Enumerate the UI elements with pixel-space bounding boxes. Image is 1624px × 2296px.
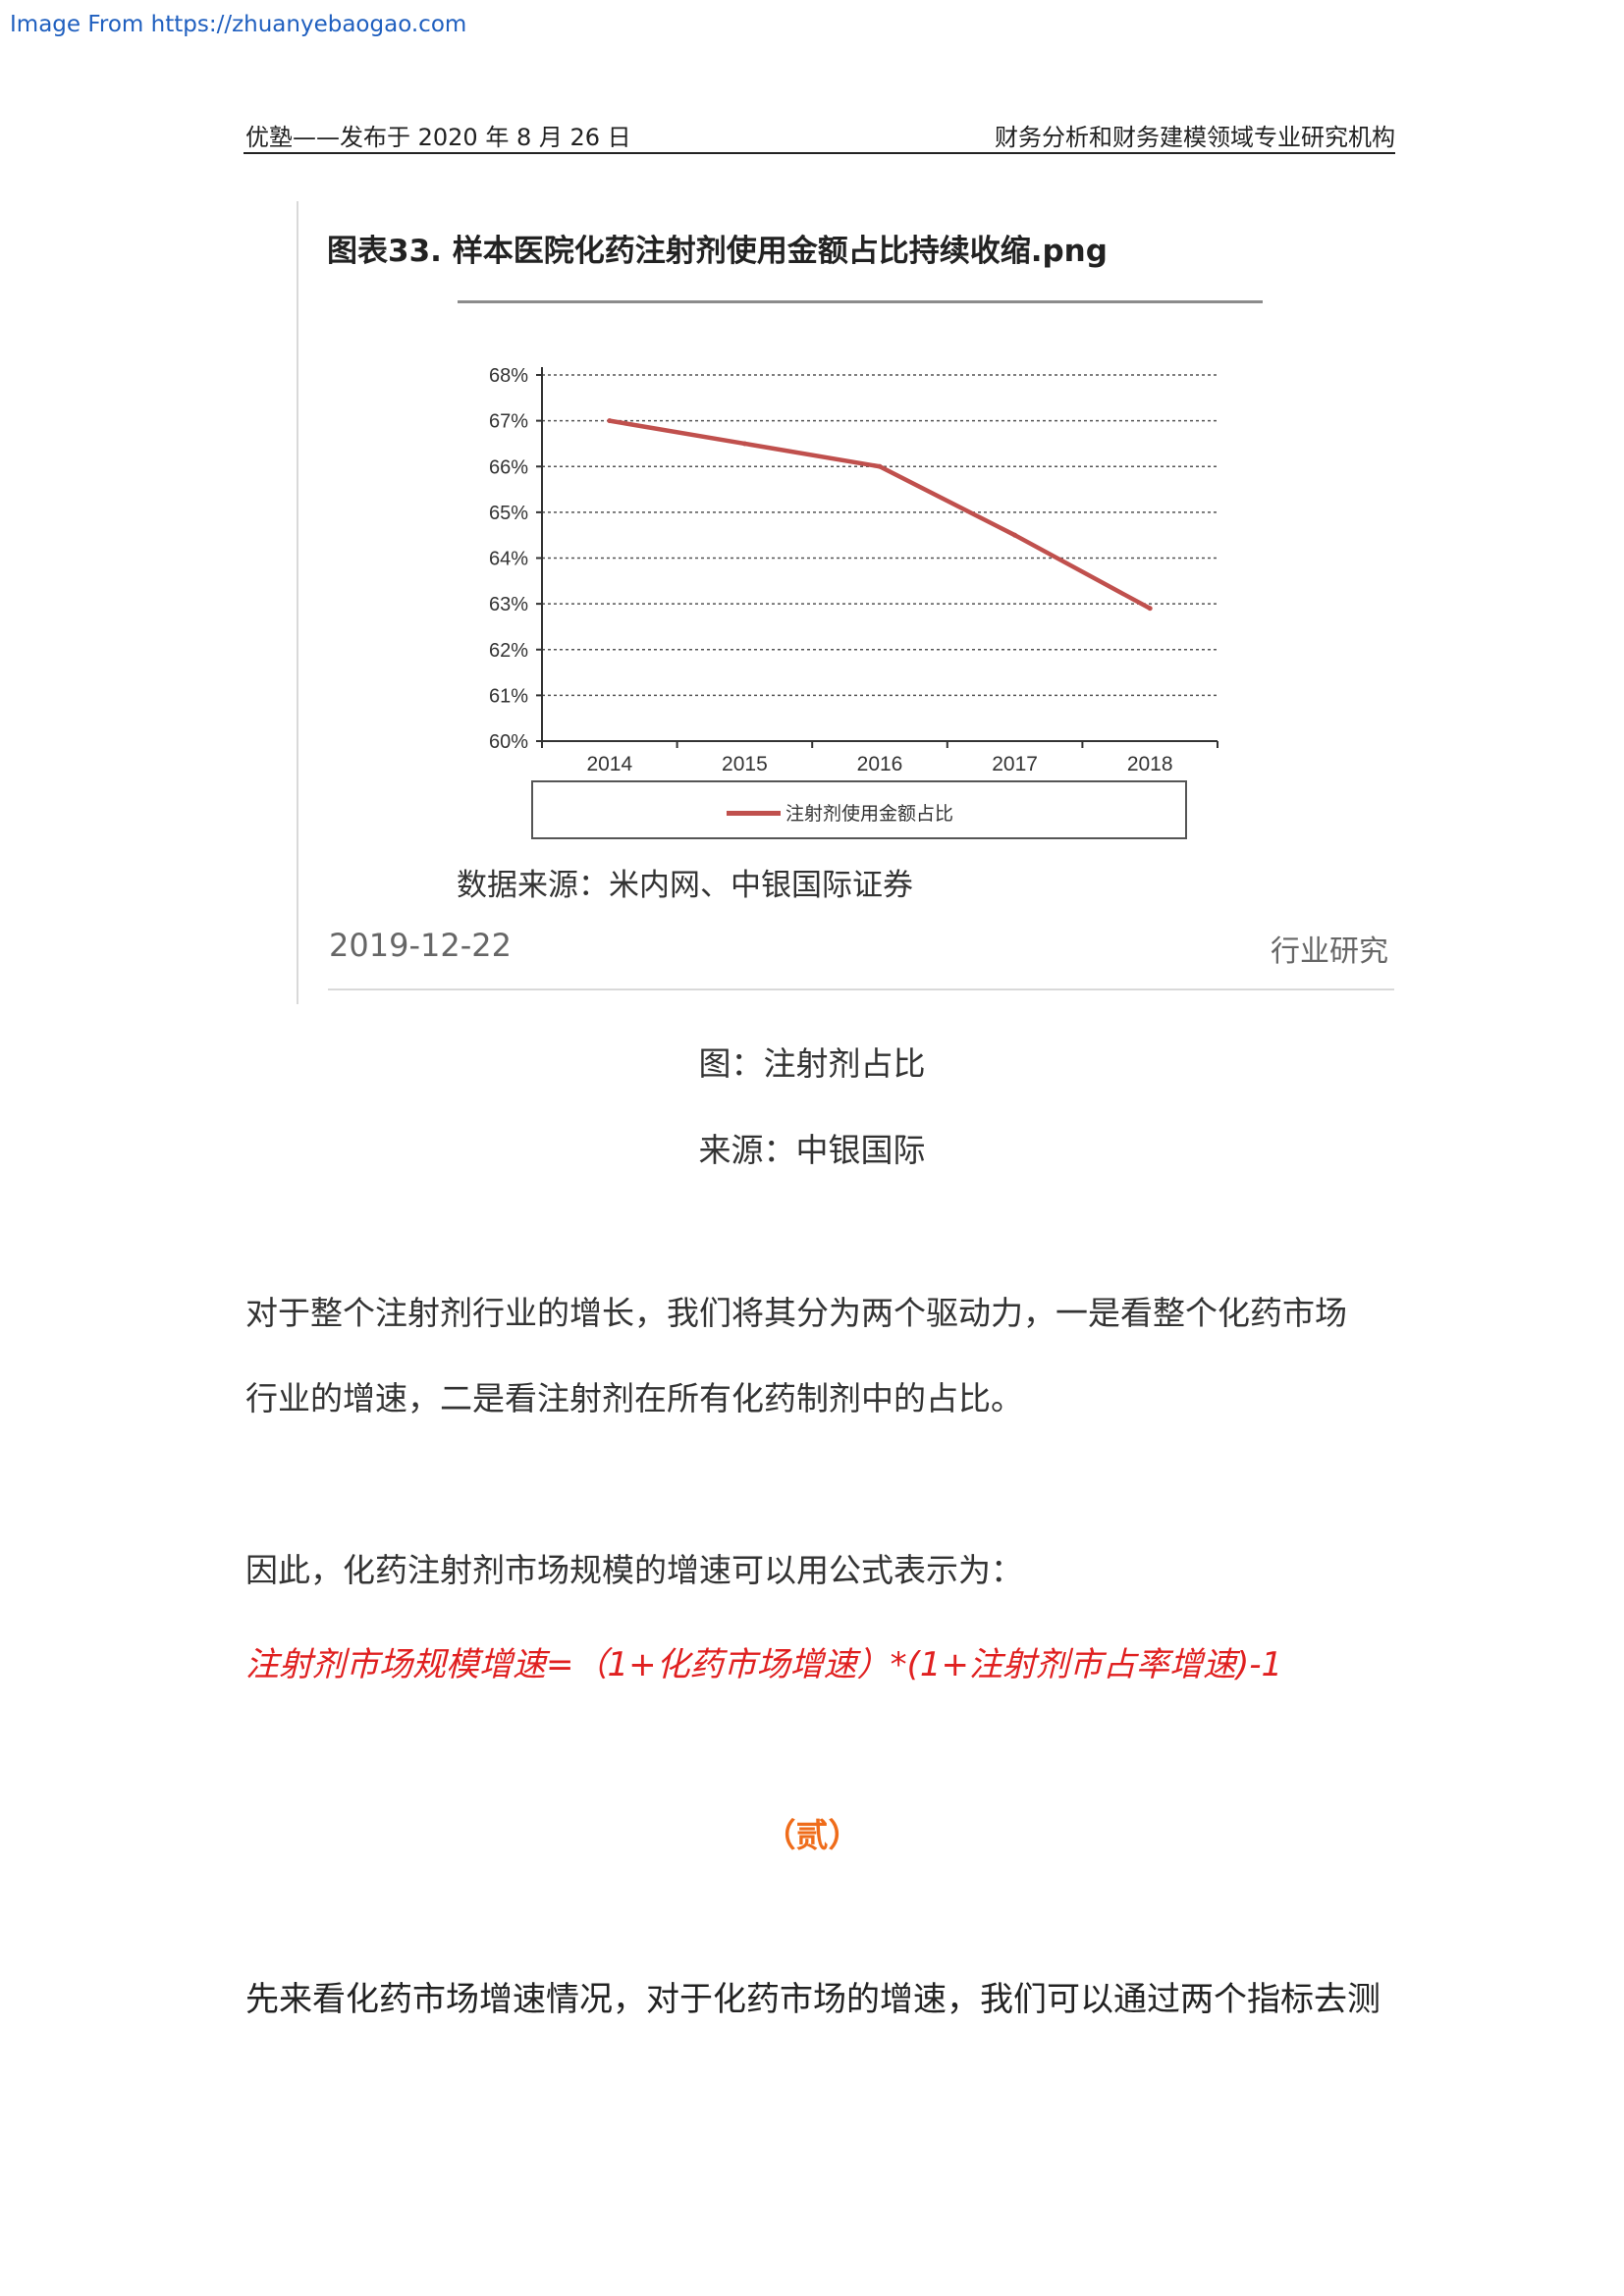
y-tick-label: 65% bbox=[489, 503, 528, 524]
legend-swatch bbox=[727, 811, 781, 816]
paragraph: 先来看化药市场增速情况，对于化药市场的增速，我们可以通过两个指标去测 bbox=[245, 1980, 1380, 2019]
watermark-link[interactable]: Image From https://zhuanyebaogao.com bbox=[10, 12, 467, 37]
y-tick-label: 63% bbox=[489, 594, 528, 615]
figure-caption: 图：注射剂占比 bbox=[698, 1044, 926, 1083]
x-tick-label: 2014 bbox=[586, 753, 632, 775]
figure-title: 图表33. 样本医院化药注射剂使用金额占比持续收缩.png bbox=[327, 234, 1108, 269]
figure-bottom-divider bbox=[328, 988, 1394, 990]
y-tick-label: 64% bbox=[489, 549, 528, 570]
formula-text: 注射剂市场规模增速=（1+化药市场增速）*(1+注射剂市占率增速)-1 bbox=[245, 1645, 1283, 1684]
x-tick-label: 2015 bbox=[722, 753, 768, 775]
data-point bbox=[877, 463, 883, 469]
data-point bbox=[1147, 606, 1153, 612]
legend-label: 注射剂使用金额占比 bbox=[785, 803, 954, 825]
figure-source: 来源：中银国际 bbox=[698, 1131, 926, 1169]
data-point bbox=[1012, 532, 1018, 538]
data-point bbox=[741, 441, 747, 447]
y-tick-label: 67% bbox=[489, 411, 528, 433]
data-point bbox=[607, 418, 613, 424]
header-org-tagline: 财务分析和财务建模领域专业研究机构 bbox=[995, 124, 1395, 151]
figure-date: 2019-12-22 bbox=[329, 927, 512, 964]
series-line bbox=[607, 418, 1153, 612]
header-publish-date: 优塾——发布于 2020 年 8 月 26 日 bbox=[245, 124, 631, 151]
figure-left-border bbox=[297, 201, 298, 1004]
paragraph: 因此，化药注射剂市场规模的增速可以用公式表示为： bbox=[245, 1551, 1023, 1589]
y-tick-label: 61% bbox=[489, 685, 528, 707]
line-chart: 60% 61% 62% 63% 64% 65% 66% 67% 68% 2014 2015 2016 2… bbox=[489, 365, 1218, 775]
section-heading: （贰） bbox=[763, 1816, 861, 1854]
x-tick-label: 2017 bbox=[992, 753, 1038, 775]
y-tick-label: 66% bbox=[489, 456, 528, 478]
x-tick-label: 2016 bbox=[857, 753, 903, 775]
figure-title-divider bbox=[458, 300, 1263, 303]
y-tick-label: 68% bbox=[489, 365, 528, 387]
header-divider bbox=[244, 152, 1395, 154]
paragraph-line: 对于整个注射剂行业的增长，我们将其分为两个驱动力，一是看整个化药市场 bbox=[245, 1294, 1347, 1332]
chart-legend bbox=[531, 780, 1187, 839]
x-tick-label: 2018 bbox=[1127, 753, 1173, 775]
y-tick-label: 60% bbox=[489, 731, 528, 753]
y-tick-label: 62% bbox=[489, 640, 528, 662]
figure-data-source: 数据来源：米内网、中银国际证券 bbox=[457, 868, 913, 903]
paragraph-line: 行业的增速，二是看注射剂在所有化药制剂中的占比。 bbox=[245, 1379, 1023, 1417]
figure-tag: 行业研究 bbox=[1271, 934, 1388, 969]
